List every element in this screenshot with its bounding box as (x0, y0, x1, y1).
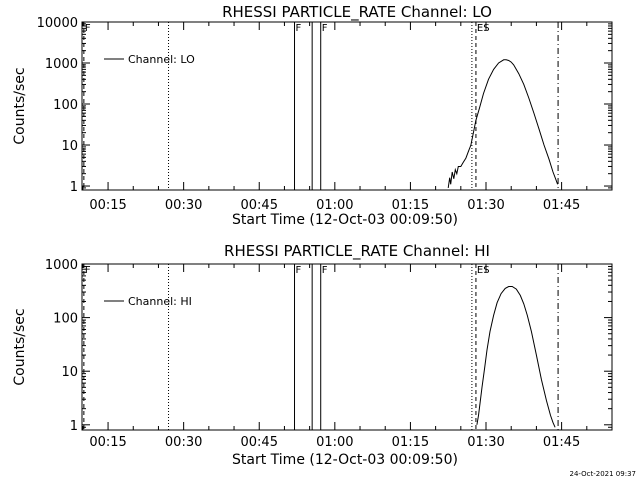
y-tick-label: 10000 (37, 16, 78, 31)
x-tick-label: 01:45 (543, 198, 580, 213)
y-tick-label: 100 (53, 98, 78, 113)
marker-flag-label: ES (477, 265, 490, 276)
marker-flag-label: F (296, 23, 302, 34)
x-tick-label: 01:30 (467, 435, 504, 450)
x-tick-label: 01:15 (392, 198, 429, 213)
marker-flag-label: F (85, 265, 91, 276)
x-axis-label: Start Time (12-Oct-03 00:09:50) (232, 212, 458, 228)
legend-label: Channel: HI (128, 295, 192, 308)
y-tick-label: 1 (70, 419, 78, 434)
y-tick-label: 1000 (45, 258, 78, 273)
x-tick-label: 00:30 (165, 435, 202, 450)
marker-flag-label: ES (477, 23, 490, 34)
x-tick-label: 00:15 (89, 198, 126, 213)
series-line-channel-lo (447, 59, 559, 188)
x-tick-label: 01:30 (467, 198, 504, 213)
chart-title: RHESSI PARTICLE_RATE Channel: LO (222, 3, 492, 22)
x-tick-label: 01:15 (392, 435, 429, 450)
marker-flag-label: F (322, 265, 328, 276)
x-axis-label: Start Time (12-Oct-03 00:09:50) (232, 452, 458, 468)
y-tick-label: 100 (53, 312, 78, 327)
series-line-channel-hi (476, 286, 556, 428)
y-tick-label: 1000 (45, 57, 78, 72)
marker-flag-label: F (85, 23, 91, 34)
plot-frame (81, 263, 613, 431)
timestamp-label: 24-Oct-2021 09:37 (570, 470, 636, 478)
x-tick-label: 00:45 (241, 435, 278, 450)
hi-channel-panel: RHESSI PARTICLE_RATE Channel: HI 1 10 100 10… (12, 242, 613, 468)
marker-flag-label: F (296, 265, 302, 276)
chart-title: RHESSI PARTICLE_RATE Channel: HI (224, 242, 490, 261)
y-tick-label: 10 (61, 365, 78, 380)
x-tick-label: 01:00 (316, 435, 353, 450)
lo-channel-panel: RHESSI PARTICLE_RATE Channel: LO 1 10 100 10… (12, 3, 613, 228)
legend-label: Channel: LO (128, 53, 195, 66)
x-tick-label: 00:45 (241, 198, 278, 213)
y-axis-label: Counts/sec (12, 67, 28, 144)
y-tick-label: 10 (61, 139, 78, 154)
plot-frame (81, 21, 613, 191)
marker-flag-label: F (322, 23, 328, 34)
x-tick-label: 00:15 (89, 435, 126, 450)
x-tick-label: 01:45 (543, 435, 580, 450)
x-tick-label: 01:00 (316, 198, 353, 213)
y-tick-label: 1 (70, 180, 78, 195)
y-axis-label: Counts/sec (12, 308, 28, 385)
x-tick-label: 00:30 (165, 198, 202, 213)
